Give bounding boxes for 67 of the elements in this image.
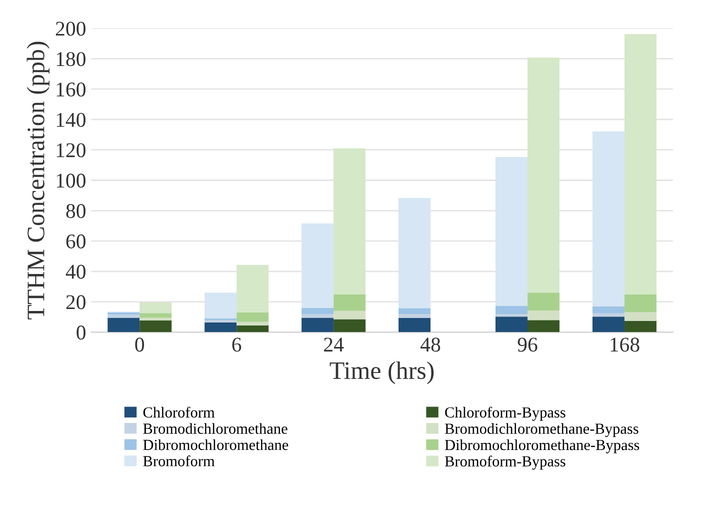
bar bbox=[496, 314, 528, 317]
bar bbox=[624, 294, 656, 312]
bar bbox=[398, 308, 431, 314]
y-tick-label: 20 bbox=[66, 295, 86, 310]
bar bbox=[592, 306, 624, 314]
bar bbox=[624, 312, 656, 321]
bar bbox=[108, 318, 140, 332]
y-axis-title: TTHM Concentration (ppb) bbox=[26, 42, 50, 320]
bar bbox=[204, 322, 237, 332]
bar bbox=[398, 314, 431, 318]
bar bbox=[140, 320, 172, 332]
y-tick-label: 100 bbox=[56, 174, 86, 188]
x-tick-label: 48 bbox=[420, 338, 440, 352]
bar bbox=[236, 312, 269, 322]
x-axis-title: Time (hrs) bbox=[330, 361, 434, 384]
bar bbox=[140, 302, 172, 314]
bar bbox=[236, 325, 269, 332]
bar bbox=[334, 148, 366, 294]
bar bbox=[528, 320, 560, 332]
bar bbox=[302, 318, 334, 332]
bar bbox=[528, 310, 560, 320]
x-tick-label: 6 bbox=[232, 338, 242, 352]
bar bbox=[496, 306, 528, 314]
bar bbox=[528, 292, 560, 311]
y-tick-label: 160 bbox=[56, 82, 86, 97]
bar bbox=[204, 292, 237, 318]
bar bbox=[592, 131, 624, 306]
bar bbox=[496, 157, 528, 306]
bar bbox=[302, 308, 334, 314]
y-tick-label: 180 bbox=[56, 52, 86, 66]
x-tick-label: 24 bbox=[324, 338, 344, 352]
y-tick-label: 40 bbox=[66, 264, 86, 279]
legend-label: Bromodichloromethane-Bypass bbox=[444, 423, 638, 438]
bar bbox=[236, 322, 269, 326]
y-tick-label: 80 bbox=[66, 204, 86, 218]
x-tick-label: 0 bbox=[135, 338, 144, 352]
legend-label: Dibromochloromethane bbox=[143, 439, 288, 450]
bar bbox=[496, 316, 528, 332]
legend-label: Dibromochloromethane-Bypass bbox=[444, 439, 640, 454]
bar bbox=[334, 294, 366, 311]
bar bbox=[236, 264, 269, 312]
y-tick-label: 200 bbox=[56, 22, 86, 36]
bar bbox=[108, 314, 140, 318]
bar bbox=[624, 320, 656, 332]
legend-label: Bromoform bbox=[143, 455, 215, 466]
bar bbox=[140, 313, 172, 318]
bar bbox=[334, 319, 366, 332]
bar bbox=[398, 318, 431, 332]
y-tick-label: 140 bbox=[56, 112, 86, 127]
bar bbox=[302, 223, 334, 308]
y-tick-label: 0 bbox=[76, 326, 86, 340]
x-tick-label: 168 bbox=[610, 338, 640, 352]
bar bbox=[140, 318, 172, 320]
bar bbox=[592, 316, 624, 332]
legend-label: Bromoform-Bypass bbox=[444, 456, 566, 470]
y-tick-label: 120 bbox=[56, 143, 86, 158]
bar bbox=[624, 34, 656, 294]
bar bbox=[334, 310, 366, 320]
bar bbox=[528, 58, 560, 293]
legend-label: Bromodichloromethane bbox=[143, 423, 288, 434]
legend-label: Chloroform-Bypass bbox=[445, 406, 566, 421]
legend-label: Chloroform bbox=[143, 406, 215, 418]
x-tick-label: 96 bbox=[518, 338, 538, 352]
y-tick-label: 60 bbox=[66, 234, 86, 248]
bar bbox=[302, 314, 334, 318]
bar bbox=[398, 198, 431, 308]
bar bbox=[592, 313, 624, 317]
